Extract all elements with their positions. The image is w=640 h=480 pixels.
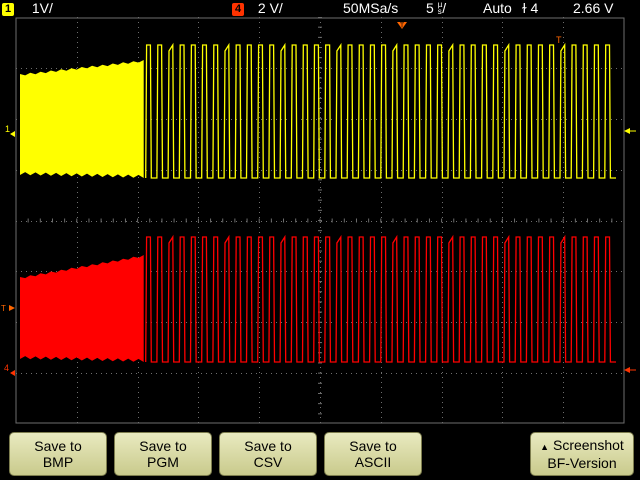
save-csv-line2: CSV bbox=[253, 454, 283, 470]
trigger-source-channel: 4 bbox=[530, 0, 539, 16]
left-arrow-icon bbox=[624, 128, 630, 134]
up-triangle-icon: ▲ bbox=[540, 442, 550, 452]
trigger-level-label: T bbox=[1, 304, 6, 313]
timebase-unit-top: µ bbox=[437, 0, 443, 9]
ch1-waveform bbox=[20, 42, 616, 179]
ch1-ground-marker[interactable]: 1 bbox=[5, 124, 15, 137]
status-bar: 1 1V/ 4 2 V/ 50MSa/s 5 µ s / Auto ɫ 4 2.… bbox=[0, 0, 640, 17]
save-ascii-line2: ASCII bbox=[354, 454, 392, 470]
ch4-ground-label: 4 bbox=[4, 363, 9, 373]
ch1-periodic bbox=[145, 42, 616, 179]
timebase-unit-slash: / bbox=[442, 0, 447, 16]
ch1-badge: 1 bbox=[2, 3, 14, 16]
ch1-ground-arrow-icon bbox=[10, 131, 15, 137]
ch4-level-arrow-icon bbox=[624, 367, 630, 373]
ch4-periodic bbox=[145, 234, 616, 363]
trigger-mode[interactable]: Auto bbox=[483, 0, 512, 16]
ch4-indicator[interactable]: 4 2 V/ bbox=[232, 0, 283, 17]
screenshot-line2: BF-Version bbox=[547, 455, 617, 471]
save-csv-button[interactable]: Save to CSV bbox=[219, 432, 317, 476]
timebase[interactable]: 5 µ s / bbox=[426, 0, 446, 17]
trigger-source[interactable]: ɫ 4 bbox=[522, 0, 538, 17]
ch4-ground-marker[interactable]: 4 bbox=[4, 363, 15, 376]
timebase-unit: µ s bbox=[437, 0, 443, 16]
save-pgm-line1: Save to bbox=[139, 438, 187, 454]
save-ascii-line1: Save to bbox=[349, 438, 397, 454]
save-csv-line1: Save to bbox=[244, 438, 292, 454]
timebase-unit-bottom: s bbox=[437, 7, 442, 16]
save-pgm-line2: PGM bbox=[147, 454, 179, 470]
ch1-indicator[interactable]: 1 1V/ bbox=[2, 0, 53, 17]
screenshot-version-button[interactable]: ▲ Screenshot BF-Version bbox=[530, 432, 634, 476]
save-bmp-button[interactable]: Save to BMP bbox=[9, 432, 107, 476]
sample-rate: 50MSa/s bbox=[343, 0, 399, 16]
screenshot-line1-text: Screenshot bbox=[552, 437, 624, 453]
save-bmp-line1: Save to bbox=[34, 438, 82, 454]
trigger-position-label: T bbox=[400, 23, 405, 30]
save-ascii-button[interactable]: Save to ASCII bbox=[324, 432, 422, 476]
save-pgm-button[interactable]: Save to PGM bbox=[114, 432, 212, 476]
timebase-value: 5 bbox=[426, 0, 434, 16]
ch4-scale: 2 V/ bbox=[257, 0, 283, 16]
ch4-badge: 4 bbox=[232, 3, 244, 16]
screenshot-line1: ▲ Screenshot bbox=[531, 437, 633, 455]
ch1-scale: 1V/ bbox=[31, 0, 53, 16]
trigger-edge-icon: ɫ bbox=[522, 0, 527, 16]
softkey-bar: Save to BMP Save to PGM Save to CSV Save… bbox=[0, 424, 640, 480]
right-arrow-icon bbox=[9, 305, 15, 311]
trigger-level-marker[interactable]: T bbox=[1, 304, 15, 313]
ch1-burst bbox=[20, 60, 144, 178]
ch4-burst bbox=[20, 255, 144, 362]
save-bmp-line2: BMP bbox=[42, 454, 74, 470]
trigger-position-marker[interactable] bbox=[397, 22, 407, 29]
waveform-display[interactable]: T T 1 T 4 bbox=[0, 17, 640, 424]
ch4-waveform bbox=[20, 234, 616, 363]
trigger-level[interactable]: 2.66 V bbox=[573, 0, 614, 16]
ch1-ground-label: 1 bbox=[5, 124, 10, 134]
trigger-time-marker: T bbox=[556, 35, 562, 45]
ch4-ground-arrow-icon bbox=[10, 370, 15, 376]
